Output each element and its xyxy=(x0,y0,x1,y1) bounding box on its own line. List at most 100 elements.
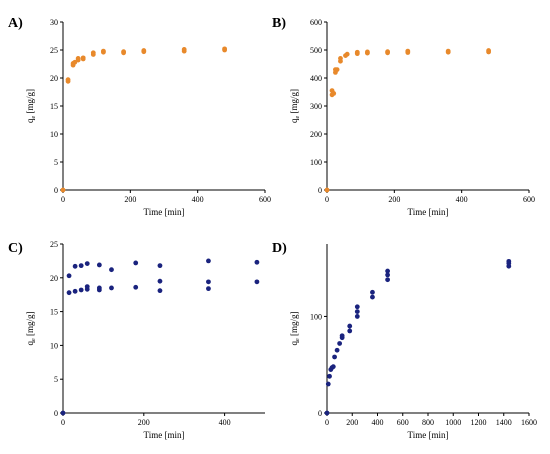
data-point xyxy=(96,262,102,268)
chart-panel-4: D) 0 200 400 600 800 1000 1200 1400 1600 0 100 Time … xyxy=(272,241,537,440)
y-tick-label: 20 xyxy=(50,74,58,83)
data-point xyxy=(84,261,90,267)
x-tick-label: 200 xyxy=(346,418,358,427)
y-axis-title-unit: [mg/g] xyxy=(25,89,35,116)
y-axis-title-unit: [mg/g] xyxy=(25,312,35,339)
x-tick-label: 0 xyxy=(325,195,329,204)
panel-label: A) xyxy=(8,16,23,31)
data-point xyxy=(332,354,337,360)
data-point xyxy=(206,258,211,264)
chart-panel-2: B) 0 200 400 600 0 100 200 300 400 500 600 Time [min… xyxy=(272,16,535,217)
data-point xyxy=(78,287,84,293)
x-axis-title: Time [min] xyxy=(408,430,449,440)
x-tick-label: 1000 xyxy=(445,418,461,427)
data-point xyxy=(405,48,411,54)
x-tick-label: 400 xyxy=(219,418,231,427)
data-point xyxy=(109,267,114,273)
data-point xyxy=(78,263,84,269)
data-point xyxy=(385,277,390,283)
y-axis-title-sub: e xyxy=(295,115,301,118)
data-point xyxy=(157,263,163,269)
data-point xyxy=(338,56,343,61)
data-point xyxy=(337,341,343,346)
x-tick-label: 200 xyxy=(388,195,400,204)
chart-panel-3: C) 0 200 400 0 5 10 15 20 25 Time [min] qe [mg/g] xyxy=(8,240,265,440)
y-axis-title: qe [mg/g] xyxy=(25,89,37,123)
y-tick-label: 400 xyxy=(310,74,322,83)
data-point xyxy=(72,263,78,269)
data-point xyxy=(101,49,106,55)
data-point xyxy=(72,59,78,65)
x-tick-label: 200 xyxy=(124,195,136,204)
data-point xyxy=(385,49,390,55)
y-tick-label: 10 xyxy=(50,341,58,350)
data-point xyxy=(385,272,390,278)
data-point xyxy=(75,56,81,61)
data-point xyxy=(385,268,390,274)
data-point xyxy=(157,288,163,294)
data-point xyxy=(327,373,332,379)
y-tick-label: 5 xyxy=(54,158,58,167)
y-tick-label: 25 xyxy=(50,240,58,249)
data-point xyxy=(121,50,126,56)
y-axis-title: qe [mg/g] xyxy=(289,312,301,346)
data-point xyxy=(365,49,370,55)
data-point xyxy=(325,381,331,387)
y-tick-label: 0 xyxy=(54,409,58,418)
y-tick-label: 100 xyxy=(310,158,322,167)
data-point xyxy=(339,333,345,339)
y-tick-label: 200 xyxy=(310,130,322,139)
data-point xyxy=(254,279,260,285)
y-tick-label: 600 xyxy=(310,18,322,27)
x-tick-label: 200 xyxy=(138,418,150,427)
data-point xyxy=(60,410,66,416)
x-tick-label: 400 xyxy=(192,195,204,204)
x-tick-label: 0 xyxy=(61,195,65,204)
y-axis-title-main: q xyxy=(25,340,35,345)
data-point xyxy=(60,187,66,193)
data-point xyxy=(370,294,375,300)
data-point xyxy=(222,47,228,53)
data-point xyxy=(157,278,163,284)
data-point xyxy=(80,55,86,61)
y-tick-label: 25 xyxy=(50,46,58,55)
x-tick-label: 400 xyxy=(456,195,468,204)
x-tick-label: 600 xyxy=(397,418,409,427)
data-point xyxy=(334,347,340,353)
y-tick-label: 15 xyxy=(50,102,58,111)
y-axis-title-unit: [mg/g] xyxy=(289,89,299,116)
data-point xyxy=(90,52,96,57)
x-tick-label: 1600 xyxy=(521,418,537,427)
y-axis-title-unit: [mg/g] xyxy=(289,312,299,339)
y-axis-title: qe [mg/g] xyxy=(25,312,37,346)
data-point xyxy=(334,67,340,72)
x-axis-title: Time [min] xyxy=(144,430,185,440)
y-tick-label: 15 xyxy=(50,308,58,317)
x-tick-label: 600 xyxy=(259,195,271,204)
data-point xyxy=(445,48,451,54)
y-tick-label: 100 xyxy=(310,312,322,321)
y-tick-label: 10 xyxy=(50,130,58,139)
x-tick-label: 400 xyxy=(372,418,384,427)
x-tick-label: 0 xyxy=(325,418,329,427)
data-point xyxy=(72,288,78,294)
data-point xyxy=(324,187,330,193)
data-point xyxy=(324,410,330,416)
y-tick-label: 5 xyxy=(54,375,58,384)
data-point xyxy=(354,304,360,310)
y-tick-label: 0 xyxy=(318,186,322,195)
data-point xyxy=(354,309,360,314)
data-point xyxy=(66,273,72,279)
y-axis-title-main: q xyxy=(25,118,35,123)
x-tick-label: 1400 xyxy=(496,418,512,427)
data-point xyxy=(370,289,375,295)
data-point xyxy=(133,284,139,290)
y-axis-title-sub: e xyxy=(31,115,37,118)
data-point xyxy=(133,260,139,266)
data-point xyxy=(347,328,353,334)
y-axis-title-main: q xyxy=(289,340,299,345)
data-point xyxy=(486,48,491,53)
y-tick-label: 0 xyxy=(54,186,58,195)
y-axis-title-sub: e xyxy=(31,338,37,341)
x-tick-label: 0 xyxy=(61,418,65,427)
